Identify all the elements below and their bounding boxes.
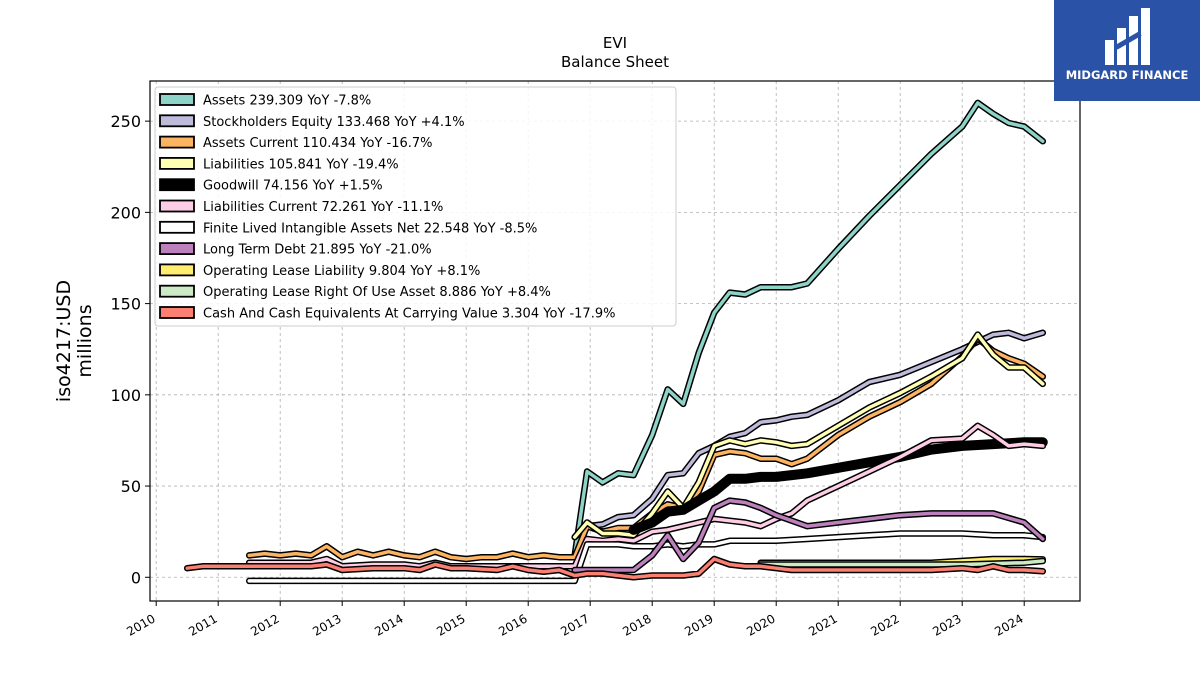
legend-entry-0: Assets 239.309 YoY -7.8% — [203, 94, 371, 109]
legend-swatch-2 — [159, 135, 195, 149]
x-tick-label: 2010 — [124, 611, 157, 638]
x-tick-label: 2024 — [992, 611, 1025, 638]
y-tick-label: 100 — [110, 386, 141, 405]
legend-swatch-1 — [159, 114, 195, 128]
series-path-5 — [247, 424, 1045, 569]
legend-swatch-6 — [159, 220, 195, 234]
legend-swatch-8 — [159, 263, 195, 277]
legend-entry-10: Cash And Cash Equivalents At Carrying Va… — [203, 307, 615, 322]
series-line-10 — [183, 555, 1047, 581]
x-tick-label: 2017 — [558, 611, 591, 638]
series-path-10 — [185, 557, 1045, 580]
x-tick-label: 2023 — [930, 611, 963, 638]
series-line-7 — [571, 497, 1047, 574]
chart-subtitle: Balance Sheet — [561, 53, 669, 71]
plot-frame — [149, 80, 1081, 602]
x-tick-label: 2022 — [868, 611, 901, 638]
legend-swatch-10 — [159, 306, 195, 319]
series-line-1 — [571, 329, 1047, 541]
series-line-4 — [628, 437, 1048, 535]
legend-swatch-3 — [159, 156, 195, 170]
y-tick-label: 200 — [110, 203, 141, 222]
x-tick-label: 2019 — [682, 611, 715, 638]
y-axis: 0 50 100 150 200 250 — [110, 112, 150, 587]
x-tick-label: 2020 — [744, 611, 777, 638]
legend-swatch-0 — [159, 93, 195, 106]
legend-entry-7: Long Term Debt 21.895 YoY -21.0% — [203, 243, 432, 258]
y-tick-label: 250 — [110, 112, 141, 131]
legend-entry-5: Liabilities Current 72.261 YoY -11.1% — [203, 200, 443, 215]
x-axis: 2010 2011 2012 2013 2014 2015 2016 2017 2018 2019… — [124, 601, 1026, 639]
x-tick-label: 2015 — [434, 611, 467, 638]
legend-entry-1: Stockholders Equity 133.468 YoY +4.1% — [203, 115, 465, 130]
legend-entry-8: Operating Lease Liability 9.804 YoY +8.1… — [203, 264, 480, 279]
legend: Assets 239.309 YoY -7.8% Stockholders Equ… — [154, 86, 677, 327]
y-tick-label: 0 — [131, 568, 141, 587]
legend-entry-4: Goodwill 74.156 YoY +1.5% — [203, 179, 383, 194]
x-tick-label: 2014 — [372, 611, 405, 638]
y-axis-label: iso4217:USD — [53, 280, 75, 402]
series-path-4 — [630, 438, 1047, 534]
midgard-finance-logo: MIDGARD FINANCE — [1054, 0, 1200, 101]
legend-entry-9: Operating Lease Right Of Use Asset 8.886… — [203, 285, 551, 300]
series-path-1 — [572, 331, 1045, 539]
legend-swatch-4 — [159, 178, 195, 192]
series-path-9 — [758, 559, 1045, 567]
x-tick-label: 2018 — [620, 611, 653, 638]
series-path-7 — [572, 498, 1045, 572]
y-axis-label-units: millions — [74, 304, 96, 377]
logo-mark-icon — [1105, 8, 1150, 65]
chart-title: EVI — [603, 34, 627, 52]
series-line-5 — [245, 422, 1047, 570]
y-tick-label: 150 — [110, 295, 141, 314]
y-tick-label: 50 — [121, 477, 141, 496]
x-tick-label: 2016 — [496, 611, 529, 638]
series-lines — [183, 99, 1048, 585]
series-path-0 — [572, 101, 1045, 558]
legend-entry-6: Finite Lived Intangible Assets Net 22.54… — [203, 221, 537, 236]
x-tick-label: 2013 — [310, 611, 343, 638]
legend-entry-2: Assets Current 110.434 YoY -16.7% — [203, 136, 433, 151]
x-tick-label: 2012 — [248, 611, 281, 638]
legend-box — [154, 86, 677, 327]
x-tick-label: 2011 — [186, 611, 219, 638]
legend-swatch-7 — [159, 242, 195, 256]
legend-swatch-5 — [159, 199, 195, 213]
series-line-9 — [757, 557, 1047, 568]
logo-text: MIDGARD FINANCE — [1065, 68, 1189, 82]
legend-entry-3: Liabilities 105.841 YoY -19.4% — [203, 157, 399, 172]
x-tick-label: 2021 — [806, 611, 839, 638]
legend-swatch-9 — [159, 284, 195, 298]
series-line-0 — [571, 99, 1047, 559]
